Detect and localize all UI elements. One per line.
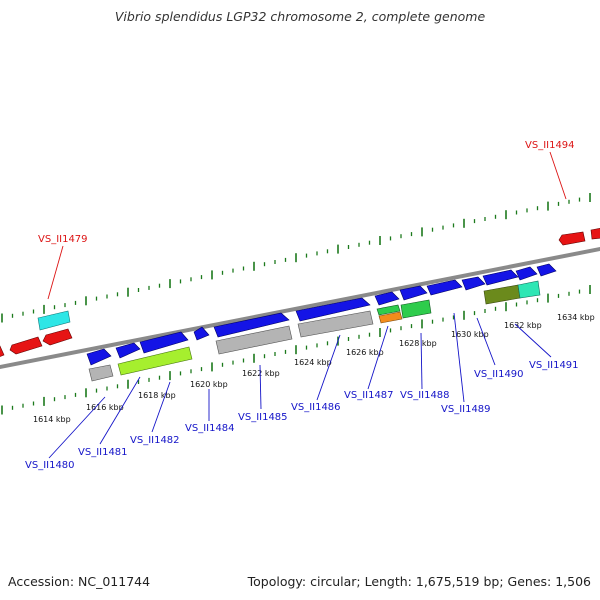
gene-label[interactable]: VS_II1491 (529, 360, 579, 371)
gene-label[interactable]: VS_II1490 (474, 369, 524, 380)
cds-feature-reverse[interactable] (590, 228, 600, 240)
gene-label[interactable]: VS_II1479 (38, 234, 88, 245)
cog-feature[interactable] (376, 304, 401, 316)
cds-feature-forward[interactable] (536, 263, 557, 277)
cds-feature-forward[interactable] (515, 266, 538, 281)
cog-feature[interactable] (37, 310, 71, 331)
genome-summary: Topology: circular; Length: 1,675,519 bp… (247, 574, 591, 589)
cog-feature[interactable] (483, 284, 521, 305)
cds-feature-forward[interactable] (139, 331, 189, 354)
reverse-cog-features (37, 310, 71, 331)
cds-feature-forward[interactable] (193, 326, 210, 341)
reverse-strand-cds (0, 228, 600, 359)
cog-feature[interactable] (88, 364, 114, 382)
tick-label: 1634 kbp (557, 313, 595, 322)
tick-label: 1630 kbp (451, 330, 489, 339)
cog-feature[interactable] (378, 311, 403, 324)
cds-feature-reverse[interactable] (9, 336, 43, 355)
cds-feature-forward[interactable] (374, 291, 400, 306)
gene-label[interactable]: VS_II1486 (291, 402, 341, 413)
cds-feature-forward[interactable] (213, 312, 290, 338)
tick-label: 1628 kbp (399, 339, 437, 348)
gene-label[interactable]: VS_II1489 (441, 404, 491, 415)
tick-label: 1624 kbp (294, 358, 332, 367)
cog-feature[interactable] (400, 299, 432, 319)
gene-label[interactable]: VS_II1488 (400, 390, 450, 401)
tick-label: 1618 kbp (138, 391, 176, 400)
cds-feature-forward[interactable] (461, 276, 486, 291)
gene-label[interactable]: VS_II1480 (25, 460, 75, 471)
gene-labels: VS_II1480 VS_II1481 VS_II1482 VS_II1484 … (25, 140, 579, 471)
cog-feature[interactable] (117, 346, 193, 376)
tick-label: 1632 kbp (504, 321, 542, 330)
inner-tick-ring (1, 285, 591, 415)
cds-feature-forward[interactable] (482, 269, 519, 286)
cog-feature[interactable] (297, 310, 374, 338)
cds-feature-forward[interactable] (399, 285, 428, 301)
gene-label[interactable]: VS_II1485 (238, 412, 288, 423)
cds-feature-reverse[interactable] (558, 231, 586, 246)
tick-label: 1622 kbp (242, 369, 280, 378)
tick-label: 1626 kbp (346, 348, 384, 357)
cds-feature-forward[interactable] (426, 279, 463, 296)
forward-cog-features (88, 280, 541, 382)
forward-strand-cds (86, 263, 557, 366)
tick-labels: 1614 kbp 1616 kbp 1618 kbp 1620 kbp 1622… (33, 313, 595, 424)
gene-label[interactable]: VS_II1481 (78, 447, 128, 458)
cds-feature-forward[interactable] (86, 348, 112, 366)
tick-label: 1614 kbp (33, 415, 71, 424)
tick-label: 1620 kbp (190, 380, 228, 389)
gene-label[interactable]: VS_II1494 (525, 140, 575, 151)
accession-label: Accession: NC_011744 (8, 574, 151, 589)
cds-feature-forward[interactable] (115, 342, 141, 359)
cds-feature-reverse[interactable] (0, 345, 5, 359)
gene-label[interactable]: VS_II1484 (185, 423, 235, 434)
tick-label: 1616 kbp (86, 403, 124, 412)
cds-feature-reverse[interactable] (42, 328, 73, 346)
cog-feature[interactable] (215, 325, 293, 355)
gene-label-leaders (47, 151, 567, 459)
cds-feature-forward[interactable] (295, 297, 371, 322)
cog-feature[interactable] (517, 280, 541, 299)
gene-label[interactable]: VS_II1487 (344, 390, 394, 401)
gene-label[interactable]: VS_II1482 (130, 435, 180, 446)
backbone (0, 246, 600, 370)
map-title: Vibrio splendidus LGP32 chromosome 2, co… (114, 9, 486, 24)
outer-tick-ring (1, 193, 591, 323)
